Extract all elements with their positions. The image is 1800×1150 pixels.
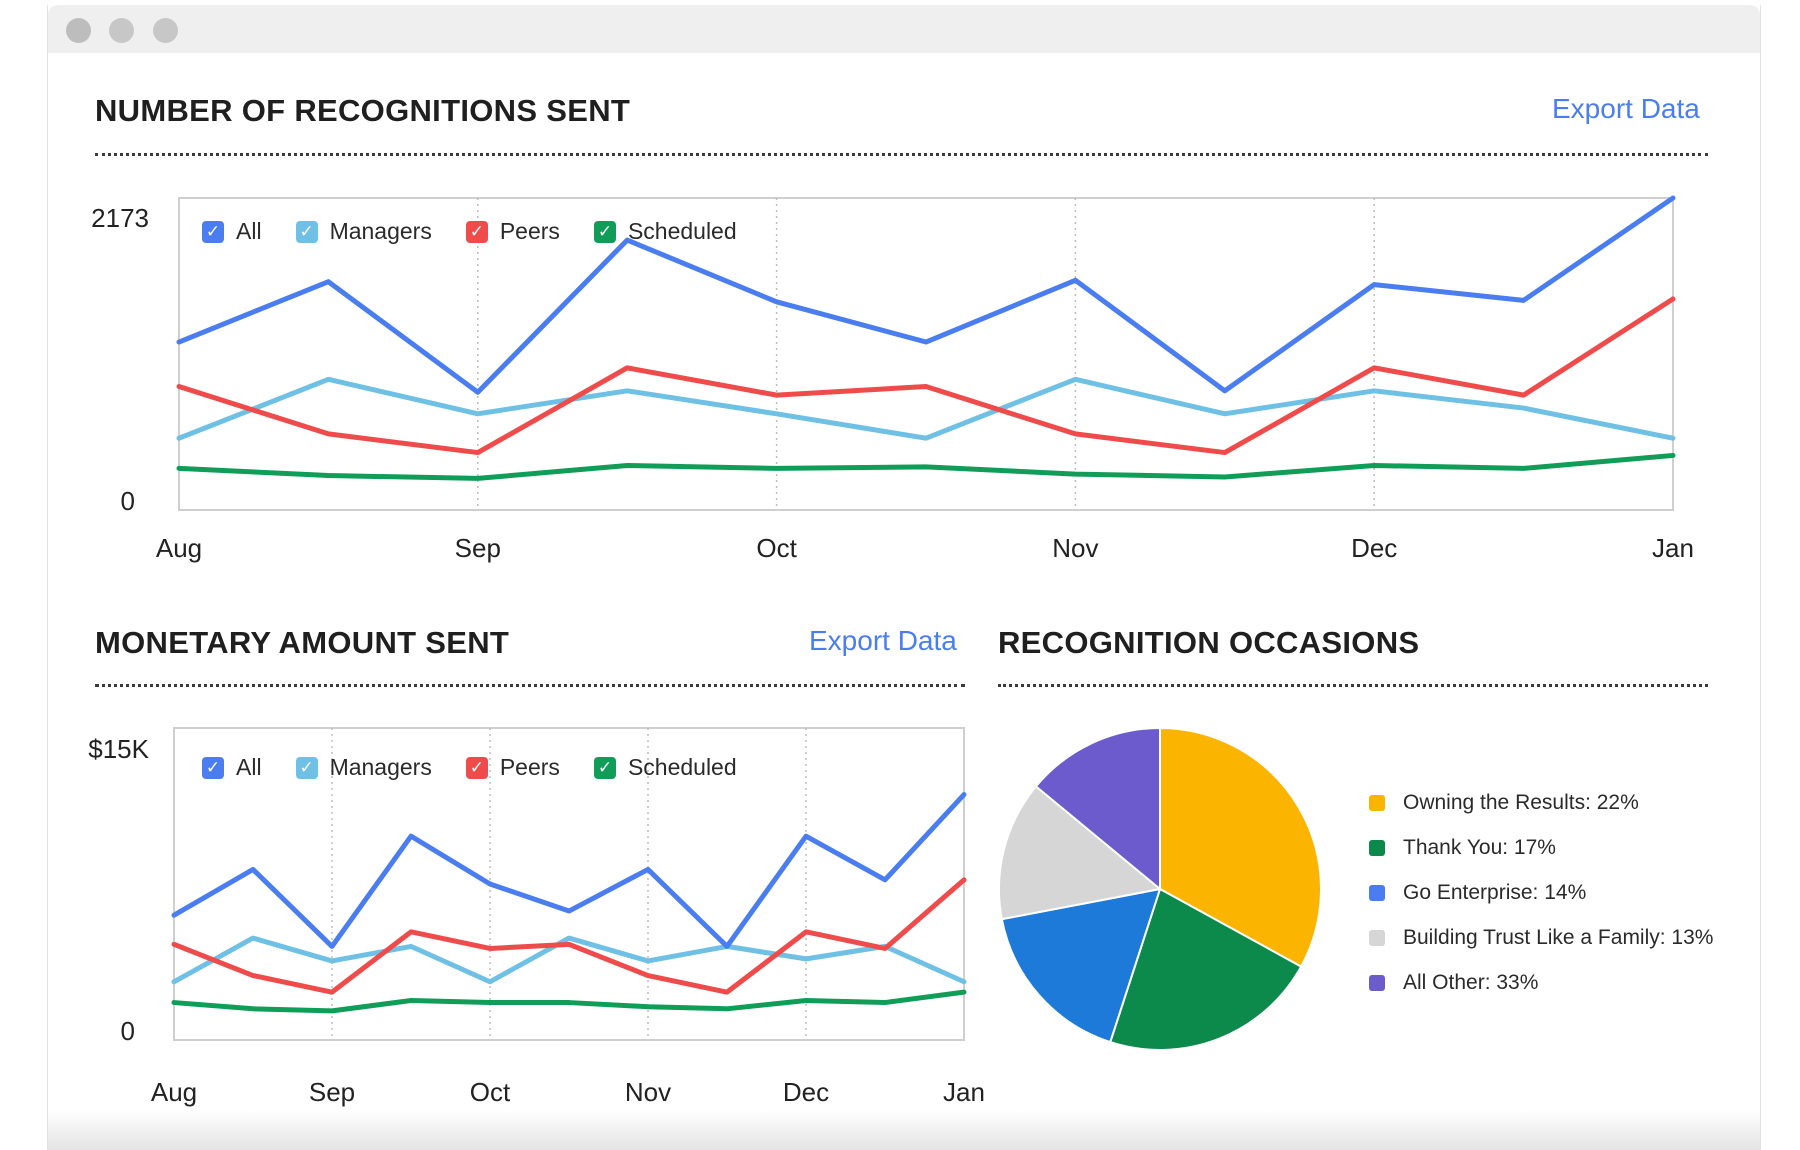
monetary-x-tick-label: Jan [943,1077,985,1107]
recognitions-legend-label: Peers [499,218,560,244]
monetary-y-min-label: 0 [121,1016,135,1046]
occasions-legend-label: Owning the Results: 22% [1403,790,1639,814]
legend-swatch-icon [1369,794,1385,811]
title-bar [48,5,1760,53]
monetary-legend-label: Scheduled [627,754,737,780]
recognitions-legend-all[interactable]: ✓ All [202,218,262,245]
legend-swatch-icon [1369,839,1385,856]
monetary-series-peers [171,877,967,995]
monetary-series-scheduled [171,989,967,1014]
occasions-legend-label: Thank You: 17% [1403,835,1556,859]
recognitions-series-managers [176,376,1676,441]
checkbox-checked-icon[interactable]: ✓ [202,220,224,243]
occasions-legend-label: Go Enterprise: 14% [1403,880,1587,904]
monetary-legend-label: All [236,754,262,780]
pie-slice-building-trust-like-a-family [997,784,1163,921]
zoom-dot[interactable] [153,18,178,43]
recognitions-legend-label: Managers [329,218,432,244]
bottom-shadow [48,1110,1760,1150]
occasions-legend-item: Go Enterprise: 14% [1369,870,1713,915]
legend-swatch-icon [1369,974,1385,991]
recognitions-export-link[interactable]: Export Data [1552,93,1700,124]
recognitions-series-scheduled [176,452,1676,481]
checkbox-checked-icon[interactable]: ✓ [465,756,488,779]
monetary-series-managers [171,935,967,985]
recognitions-legend-managers[interactable]: ✓ Managers [295,218,432,245]
checkbox-checked-icon[interactable]: ✓ [202,756,224,779]
monetary-legend: ✓ All ✓ Managers ✓ Peers ✓ Scheduled [202,754,771,781]
recognitions-x-tick-label: Aug [156,533,202,563]
recognitions-legend: ✓ All ✓ Managers ✓ Peers ✓ Scheduled [202,218,771,245]
minimize-dot[interactable] [109,18,134,43]
recognitions-x-tick-label: Dec [1351,533,1397,563]
monetary-x-tick-label: Dec [783,1077,829,1107]
recognitions-y-max-label: 2173 [91,203,149,233]
pie-slice-owning-the-results [1159,726,1322,968]
monetary-legend-scheduled[interactable]: ✓ Scheduled [593,754,737,781]
recognitions-legend-peers[interactable]: ✓ Peers [465,218,560,245]
occasions-legend: Owning the Results: 22% Thank You: 17% Go … [1369,780,1713,1005]
pie-slice-thank-you [1108,887,1303,1052]
monetary-divider [95,684,965,687]
checkbox-checked-icon[interactable]: ✓ [465,220,488,243]
recognitions-legend-scheduled[interactable]: ✓ Scheduled [593,218,737,245]
monetary-y-max-label: $15K [88,734,149,764]
occasions-legend-item: All Other: 33% [1369,960,1713,1005]
monetary-x-tick-label: Sep [309,1077,355,1107]
occasions-legend-item: Owning the Results: 22% [1369,780,1713,825]
checkbox-checked-icon[interactable]: ✓ [593,220,616,243]
close-dot[interactable] [66,18,91,43]
checkbox-checked-icon[interactable]: ✓ [593,756,616,779]
recognitions-x-tick-label: Nov [1052,533,1098,563]
recognitions-x-tick-label: Jan [1652,533,1694,563]
recognitions-series-all [176,195,1676,395]
monetary-legend-label: Managers [329,754,432,780]
pie-slice-all-other [1034,726,1161,892]
recognitions-plot-frame [178,197,1674,511]
occasions-legend-item: Building Trust Like a Family: 13% [1369,915,1713,960]
monetary-x-tick-label: Oct [470,1077,511,1107]
occasions-legend-item: Thank You: 17% [1369,825,1713,870]
recognitions-legend-label: All [236,218,262,244]
occasions-title: RECOGNITION OCCASIONS [998,625,1420,660]
occasions-legend-label: Building Trust Like a Family: 13% [1403,925,1714,949]
monetary-title: MONETARY AMOUNT SENT [95,625,510,660]
checkbox-checked-icon[interactable]: ✓ [295,220,318,243]
monetary-plot-frame [173,727,965,1041]
monetary-legend-peers[interactable]: ✓ Peers [465,754,560,781]
monetary-legend-managers[interactable]: ✓ Managers [295,754,432,781]
occasions-legend-label: All Other: 33% [1403,970,1539,994]
recognitions-x-tick-label: Sep [455,533,501,563]
occasions-divider [998,684,1708,687]
recognitions-legend-label: Scheduled [627,218,737,244]
monetary-legend-label: Peers [499,754,560,780]
recognitions-y-min-label: 0 [121,486,135,516]
monetary-series-all [171,792,967,949]
monetary-x-tick-label: Nov [625,1077,671,1107]
legend-swatch-icon [1369,929,1385,946]
legend-swatch-icon [1369,884,1385,901]
monetary-export-link[interactable]: Export Data [809,625,957,656]
pie-slice-go-enterprise [1000,887,1162,1044]
recognitions-x-tick-label: Oct [756,533,797,563]
recognitions-title: NUMBER OF RECOGNITIONS SENT [95,93,631,128]
checkbox-checked-icon[interactable]: ✓ [295,756,318,779]
monetary-legend-all[interactable]: ✓ All [202,754,262,781]
recognitions-series-peers [176,296,1676,456]
recognitions-divider [95,153,1708,156]
monetary-x-tick-label: Aug [151,1077,197,1107]
